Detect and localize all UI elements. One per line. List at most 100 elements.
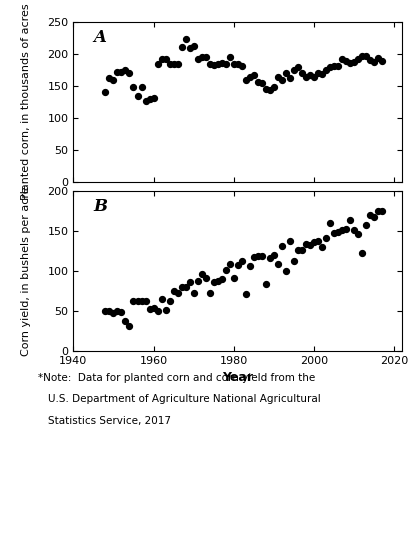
Point: [243, 75, 249, 84]
Point: [154, 60, 161, 69]
Point: [274, 72, 281, 81]
Point: [259, 79, 265, 87]
Point: [367, 56, 373, 65]
Point: [307, 70, 313, 79]
Point: [254, 252, 261, 261]
Point: [375, 207, 382, 216]
Point: [363, 221, 370, 229]
Point: [279, 75, 285, 84]
Point: [287, 74, 293, 82]
Point: [186, 43, 193, 52]
Point: [310, 237, 317, 246]
Point: [323, 233, 329, 242]
Point: [222, 266, 229, 275]
Point: [331, 228, 337, 237]
Point: [251, 252, 257, 261]
Point: [186, 278, 193, 287]
Point: [335, 61, 341, 70]
Point: [371, 57, 378, 66]
Point: [150, 93, 157, 102]
Point: [154, 306, 161, 315]
Text: *Note:  Data for planted corn and corn yield from the: *Note: Data for planted corn and corn yi…: [38, 373, 315, 383]
Point: [206, 289, 213, 298]
Text: U.S. Department of Agriculture National Agricultural: U.S. Department of Agriculture National …: [48, 394, 321, 404]
Point: [158, 54, 165, 63]
Point: [190, 289, 197, 298]
Y-axis label: Planted corn, in thousands of acres: Planted corn, in thousands of acres: [21, 4, 31, 201]
Point: [347, 58, 354, 67]
Point: [134, 297, 141, 306]
Point: [134, 91, 141, 100]
Point: [266, 254, 273, 263]
Point: [251, 70, 257, 79]
Point: [259, 252, 265, 261]
Point: [291, 256, 297, 265]
Point: [355, 229, 362, 238]
Point: [215, 276, 221, 285]
Point: [279, 242, 285, 251]
Point: [263, 280, 269, 289]
Point: [110, 308, 117, 317]
Point: [271, 251, 277, 260]
Point: [142, 296, 149, 305]
Point: [254, 77, 261, 86]
Point: [102, 306, 109, 315]
Point: [266, 85, 273, 94]
Point: [238, 61, 245, 70]
Point: [235, 260, 241, 269]
Point: [138, 296, 145, 305]
Point: [226, 53, 233, 62]
Point: [282, 69, 289, 78]
Point: [210, 278, 217, 287]
Point: [118, 307, 125, 316]
Point: [246, 72, 253, 81]
Point: [178, 43, 185, 52]
Point: [130, 83, 137, 92]
Point: [299, 69, 305, 78]
Point: [110, 75, 117, 84]
Point: [122, 316, 129, 325]
Point: [218, 58, 225, 67]
Point: [379, 56, 385, 65]
Point: [218, 275, 225, 284]
Point: [150, 304, 157, 312]
Point: [230, 274, 237, 283]
Point: [327, 62, 334, 71]
Point: [146, 94, 153, 103]
Point: [335, 228, 341, 237]
Point: [206, 59, 213, 68]
Point: [303, 72, 309, 81]
Point: [182, 35, 189, 43]
Point: [315, 69, 321, 78]
Point: [246, 261, 253, 270]
Text: B: B: [93, 198, 107, 215]
Point: [351, 57, 357, 66]
Point: [146, 304, 153, 313]
Point: [210, 61, 217, 70]
Point: [226, 260, 233, 268]
Point: [238, 256, 245, 265]
Point: [166, 60, 173, 69]
Point: [351, 225, 357, 234]
Point: [282, 267, 289, 276]
Point: [202, 52, 209, 61]
Point: [343, 224, 349, 233]
Point: [319, 70, 326, 79]
Point: [315, 236, 321, 245]
Point: [274, 260, 281, 268]
Point: [162, 306, 169, 315]
Y-axis label: Corn yield, in bushels per acre: Corn yield, in bushels per acre: [21, 187, 31, 356]
Point: [310, 72, 317, 81]
Point: [303, 240, 309, 248]
Point: [102, 88, 109, 97]
Point: [331, 62, 337, 71]
Point: [263, 85, 269, 94]
Point: [299, 245, 305, 254]
Point: [371, 212, 378, 221]
Text: A: A: [93, 28, 106, 46]
Point: [170, 287, 177, 296]
Point: [138, 83, 145, 92]
Point: [287, 236, 293, 245]
Point: [158, 295, 165, 304]
Point: [295, 245, 301, 254]
